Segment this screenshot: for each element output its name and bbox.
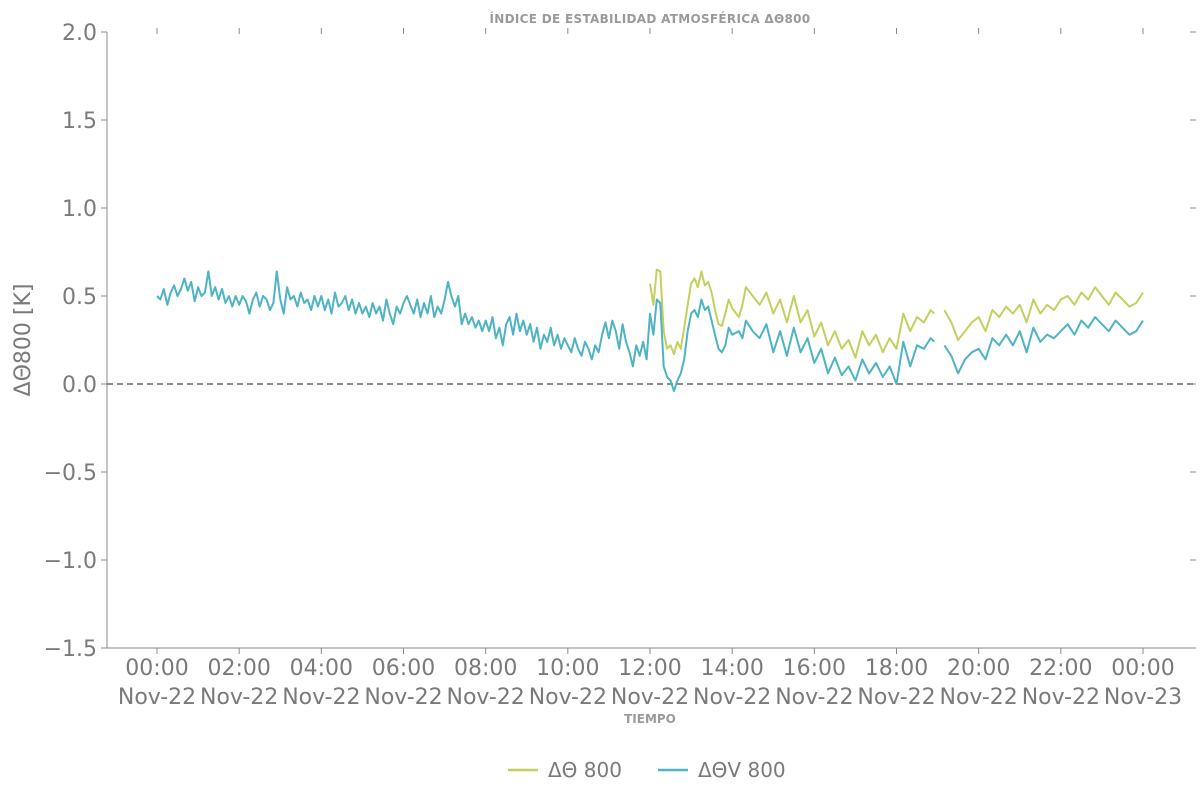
x-tick-label-date: Nov-22 bbox=[940, 685, 1018, 710]
legend-label: ΔΘ 800 bbox=[548, 758, 622, 782]
y-tick-label: 0.0 bbox=[62, 373, 97, 398]
y-tick-label: 1.0 bbox=[62, 197, 97, 222]
x-tick-label-date: Nov-22 bbox=[282, 685, 360, 710]
y-tick-label: 0.5 bbox=[62, 285, 97, 310]
y-tick-label: 1.5 bbox=[62, 109, 97, 134]
x-tick-label-date: Nov-22 bbox=[693, 685, 771, 710]
x-tick-label-date: Nov-22 bbox=[529, 685, 607, 710]
y-ticks: −1.5 −1.0 −0.5 0.0 0.5 1.0 1.5 2.0 bbox=[44, 21, 1196, 662]
series-line-theta bbox=[649, 268, 935, 359]
x-tick-label-time: 08:00 bbox=[454, 656, 517, 681]
x-tick-label-date: Nov-22 bbox=[200, 685, 278, 710]
series-lines bbox=[156, 268, 1144, 392]
x-tick-label-time: 18:00 bbox=[865, 656, 928, 681]
x-tick-label-date: Nov-22 bbox=[118, 685, 196, 710]
x-tick-label-time: 14:00 bbox=[700, 656, 763, 681]
x-tick-label-time: 06:00 bbox=[372, 656, 435, 681]
legend-label: ΔΘV 800 bbox=[698, 758, 786, 782]
x-tick-label-time: 10:00 bbox=[536, 656, 599, 681]
series-line-theta-v bbox=[943, 316, 1144, 375]
x-axis-label: TIEMPO bbox=[624, 712, 676, 726]
x-tick-label-time: 12:00 bbox=[618, 656, 681, 681]
series-line-theta-v bbox=[156, 270, 935, 392]
x-tick-label-time: 16:00 bbox=[783, 656, 846, 681]
x-tick-label-date: Nov-22 bbox=[1022, 685, 1100, 710]
x-ticks: 00:00 Nov-22 02:00 Nov-22 04:00 Nov-22 06:00 No… bbox=[118, 28, 1182, 710]
y-axis-label: ΔΘ800 [K] bbox=[11, 284, 36, 397]
x-tick-label-time: 04:00 bbox=[290, 656, 353, 681]
y-tick-label: −1.0 bbox=[44, 549, 97, 574]
x-tick-label-date: Nov-22 bbox=[447, 685, 525, 710]
legend: ΔΘ 800 ΔΘV 800 bbox=[508, 758, 786, 782]
x-tick-label-date: Nov-22 bbox=[857, 685, 935, 710]
y-tick-label: −1.5 bbox=[44, 637, 97, 662]
y-tick-label: 2.0 bbox=[62, 21, 97, 46]
chart-title: ÍNDICE DE ESTABILIDAD ATMOSFÉRICA ΔΘ800 bbox=[490, 11, 811, 26]
x-tick-label-time: 22:00 bbox=[1029, 656, 1092, 681]
x-tick-label-time: 02:00 bbox=[207, 656, 270, 681]
x-tick-label-time: 00:00 bbox=[125, 656, 188, 681]
plot-axes bbox=[106, 32, 1196, 649]
x-tick-label-date: Nov-22 bbox=[775, 685, 853, 710]
y-tick-label: −0.5 bbox=[44, 461, 97, 486]
series-line-theta bbox=[943, 286, 1144, 341]
x-tick-label-date: Nov-22 bbox=[611, 685, 689, 710]
x-tick-label-time: 20:00 bbox=[947, 656, 1010, 681]
x-tick-label-date: Nov-23 bbox=[1104, 685, 1182, 710]
x-tick-label-time: 00:00 bbox=[1111, 656, 1174, 681]
x-tick-label-date: Nov-22 bbox=[364, 685, 442, 710]
